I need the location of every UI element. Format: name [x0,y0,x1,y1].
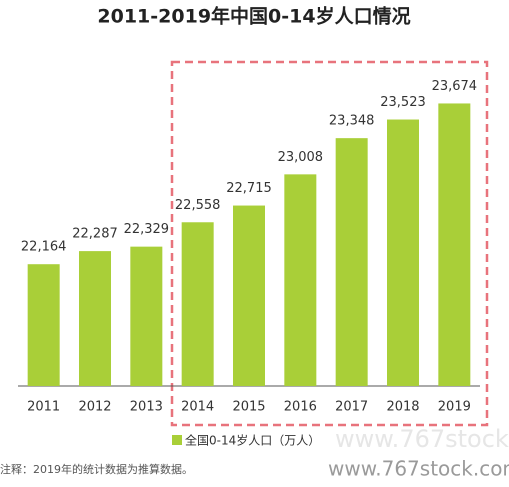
bar [284,174,317,386]
value-label: 23,674 [432,79,478,94]
x-tick-label: 2016 [284,400,317,415]
value-label: 23,008 [278,150,324,165]
value-label: 22,715 [226,181,272,196]
bar [438,103,471,386]
x-tick-label: 2012 [78,400,111,415]
value-label: 22,287 [72,227,118,242]
note: 注释：2019年的统计数据为推算数据。 [0,462,193,476]
bar [181,222,214,386]
x-tick-label: 2011 [27,400,60,415]
value-label: 22,329 [124,222,170,237]
watermark: www.767stock.com [328,457,509,481]
value-label: 22,164 [21,240,67,255]
x-tick-label: 2014 [181,400,214,415]
bar [130,246,163,386]
watermark: www.767stock.cc [335,425,509,453]
bar [335,138,368,386]
value-label: 23,348 [329,114,375,129]
legend-label: 全国0-14岁人口（万人） [185,433,320,448]
legend-swatch [172,435,182,445]
chart-title: 2011-2019年中国0-14岁人口情况 [97,5,410,28]
x-tick-label: 2017 [335,400,368,415]
highlight-box [170,60,489,427]
bar [233,205,265,386]
value-label: 22,558 [175,198,221,213]
value-label: 23,523 [380,95,426,110]
x-tick-label: 2013 [130,400,163,415]
x-tick-label: 2019 [438,400,471,415]
bar [27,264,60,386]
x-tick-label: 2018 [386,400,419,415]
bar [79,251,111,386]
bar [387,119,419,387]
x-tick-label: 2015 [232,400,265,415]
